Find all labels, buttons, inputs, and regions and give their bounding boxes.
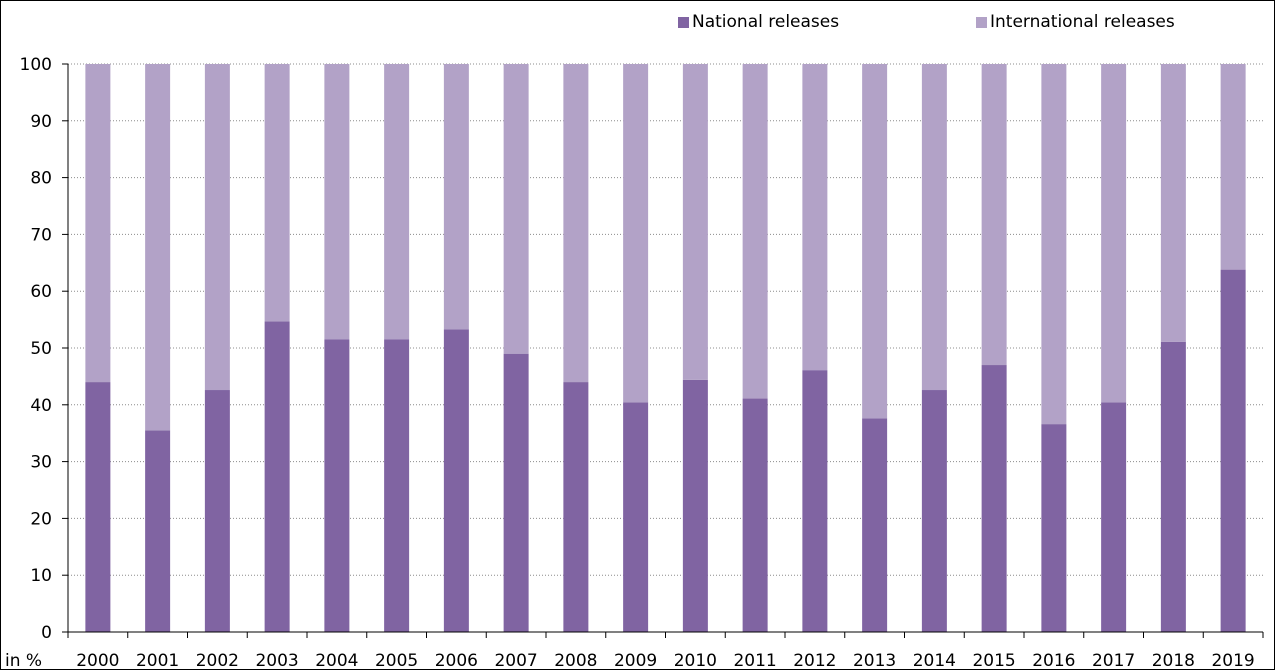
bar-international-2017 <box>1101 64 1127 403</box>
bar-national-2000 <box>85 382 111 632</box>
x-tick-label: 2002 <box>196 651 239 669</box>
grid-lines <box>68 63 1263 576</box>
bar-international-2019 <box>1220 64 1246 270</box>
bar-international-2009 <box>623 64 649 403</box>
y-unit-label: in % <box>5 651 42 669</box>
bar-international-2016 <box>1041 64 1067 425</box>
bar-international-2006 <box>443 64 469 330</box>
y-tick-label: 90 <box>30 112 52 132</box>
legend-national-swatch <box>678 16 689 28</box>
x-tick-label: 2017 <box>1092 651 1135 669</box>
legend-international-label: International releases <box>990 12 1175 32</box>
x-tick-label: 2015 <box>972 651 1015 669</box>
bar-national-2011 <box>742 398 768 632</box>
bar-international-2000 <box>85 64 111 383</box>
legend-national: National releases <box>678 11 839 33</box>
y-tick-label: 0 <box>41 623 52 643</box>
bar-national-2018 <box>1160 341 1186 632</box>
bar-international-2010 <box>682 64 708 380</box>
bar-international-2015 <box>981 64 1007 366</box>
x-tick-label: 2014 <box>913 651 956 669</box>
bar-international-2004 <box>324 64 350 340</box>
legend-national-label: National releases <box>692 12 840 32</box>
x-tick-label: 2009 <box>614 651 657 669</box>
bar-international-2018 <box>1160 64 1186 342</box>
x-tick-label: 2006 <box>435 651 478 669</box>
bar-national-2014 <box>921 390 947 632</box>
x-tick-label: 2012 <box>793 651 836 669</box>
bar-international-2008 <box>563 64 589 383</box>
bars <box>85 64 1246 632</box>
x-tick-label: 2007 <box>494 651 537 669</box>
y-tick-label: 30 <box>30 453 52 473</box>
bar-national-2009 <box>623 402 649 632</box>
bar-national-2015 <box>981 365 1007 632</box>
bar-international-2014 <box>921 64 947 391</box>
x-tick-label: 2010 <box>674 651 717 669</box>
bar-international-2012 <box>802 64 828 371</box>
bar-international-2002 <box>204 64 230 391</box>
bar-international-2013 <box>862 64 888 419</box>
bar-national-2010 <box>682 379 708 632</box>
bar-national-2013 <box>862 418 888 632</box>
bar-international-2007 <box>503 64 529 354</box>
bar-national-2007 <box>503 353 529 632</box>
y-tick-label: 40 <box>30 396 52 416</box>
legend-international: International releases <box>976 11 1175 33</box>
bar-international-2011 <box>742 64 768 399</box>
y-tick-label: 50 <box>30 339 52 359</box>
x-tick-label: 2013 <box>853 651 896 669</box>
y-tick-label: 60 <box>30 282 52 302</box>
bar-national-2003 <box>264 321 290 632</box>
bar-national-2001 <box>145 430 171 632</box>
bar-international-2003 <box>264 64 290 322</box>
y-tick-label: 100 <box>20 55 52 75</box>
bar-national-2002 <box>204 390 230 632</box>
bar-international-2005 <box>384 64 410 340</box>
bar-national-2017 <box>1101 402 1127 632</box>
bar-national-2019 <box>1220 269 1246 632</box>
axes <box>62 63 1264 638</box>
bar-national-2004 <box>324 339 350 632</box>
x-tick-label: 2011 <box>733 651 776 669</box>
x-tick-label: 2018 <box>1152 651 1195 669</box>
x-tick-label: 2004 <box>315 651 358 669</box>
bar-national-2016 <box>1041 424 1067 632</box>
legend-international-swatch <box>976 16 987 28</box>
x-tick-label: 2005 <box>375 651 418 669</box>
x-tick-label: 2016 <box>1032 651 1075 669</box>
bar-national-2008 <box>563 382 589 632</box>
x-tick-label: 2008 <box>554 651 597 669</box>
bar-national-2012 <box>802 370 828 632</box>
tick-labels: 0 10 20 30 40 50 60 70 80 90 100 2000 2001 2002 2003 20… <box>5 55 1255 669</box>
bar-international-2001 <box>145 64 171 431</box>
x-tick-label: 2000 <box>76 651 119 669</box>
y-tick-label: 80 <box>30 169 52 189</box>
y-tick-label: 70 <box>30 225 52 245</box>
x-tick-label: 2001 <box>136 651 179 669</box>
x-tick-label: 2003 <box>255 651 298 669</box>
bar-national-2005 <box>384 339 410 632</box>
y-tick-label: 20 <box>30 509 52 529</box>
x-tick-label: 2019 <box>1211 651 1254 669</box>
y-tick-label: 10 <box>30 566 52 586</box>
bar-national-2006 <box>443 329 469 632</box>
